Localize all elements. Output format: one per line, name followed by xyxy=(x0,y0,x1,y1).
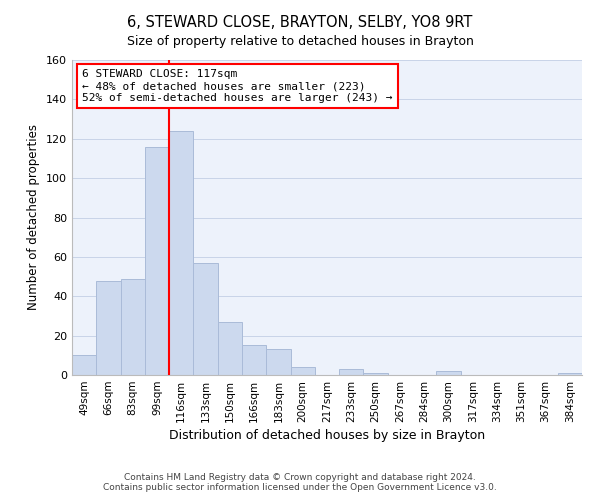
X-axis label: Distribution of detached houses by size in Brayton: Distribution of detached houses by size … xyxy=(169,429,485,442)
Bar xyxy=(169,131,193,375)
Bar xyxy=(72,356,96,375)
Bar xyxy=(266,350,290,375)
Bar xyxy=(121,278,145,375)
Text: 6 STEWARD CLOSE: 117sqm
← 48% of detached houses are smaller (223)
52% of semi-d: 6 STEWARD CLOSE: 117sqm ← 48% of detache… xyxy=(82,70,392,102)
Text: 6, STEWARD CLOSE, BRAYTON, SELBY, YO8 9RT: 6, STEWARD CLOSE, BRAYTON, SELBY, YO8 9R… xyxy=(127,15,473,30)
Bar xyxy=(193,263,218,375)
Bar xyxy=(339,369,364,375)
Bar xyxy=(96,280,121,375)
Text: Contains HM Land Registry data © Crown copyright and database right 2024.
Contai: Contains HM Land Registry data © Crown c… xyxy=(103,473,497,492)
Bar xyxy=(290,367,315,375)
Y-axis label: Number of detached properties: Number of detached properties xyxy=(28,124,40,310)
Bar xyxy=(364,373,388,375)
Bar xyxy=(218,322,242,375)
Bar xyxy=(242,346,266,375)
Bar xyxy=(436,371,461,375)
Bar xyxy=(558,373,582,375)
Text: Size of property relative to detached houses in Brayton: Size of property relative to detached ho… xyxy=(127,35,473,48)
Bar xyxy=(145,146,169,375)
